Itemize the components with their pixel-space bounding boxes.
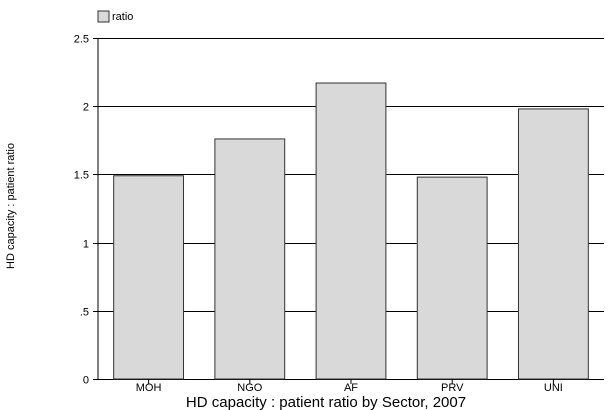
x-tick-label-prv: PRV xyxy=(441,382,464,394)
y-tick-label: 1 xyxy=(83,239,89,251)
x-axis-ticks: MOH NGO AF PRV UNI xyxy=(136,379,563,394)
y-tick-label: 0 xyxy=(83,375,89,387)
legend-swatch-ratio xyxy=(97,10,110,23)
bar-moh xyxy=(113,175,185,380)
bars xyxy=(113,82,589,380)
y-tick-label: 2 xyxy=(83,102,89,114)
legend-label-ratio: ratio xyxy=(112,11,133,23)
bar-ngo xyxy=(214,138,286,380)
legend: ratio xyxy=(97,10,133,23)
bar-prv xyxy=(416,176,488,380)
y-tick-label: 1.5 xyxy=(74,170,89,182)
x-tick-label-ngo: NGO xyxy=(237,382,263,394)
bar-uni xyxy=(517,108,589,380)
y-axis-ticks: 0 .5 1 1.5 2 2.5 xyxy=(74,34,98,387)
chart-title: HD capacity : patient ratio by Sector, 2… xyxy=(186,394,466,410)
y-axis-title: HD capacity : patient ratio xyxy=(5,143,17,269)
x-tick-label-uni: UNI xyxy=(544,382,563,394)
y-tick-label: 2.5 xyxy=(74,34,89,46)
x-tick-label-af: AF xyxy=(344,382,358,394)
x-tick-label-moh: MOH xyxy=(136,382,162,394)
y-tick-label: .5 xyxy=(80,307,89,319)
bar-af xyxy=(315,82,387,380)
